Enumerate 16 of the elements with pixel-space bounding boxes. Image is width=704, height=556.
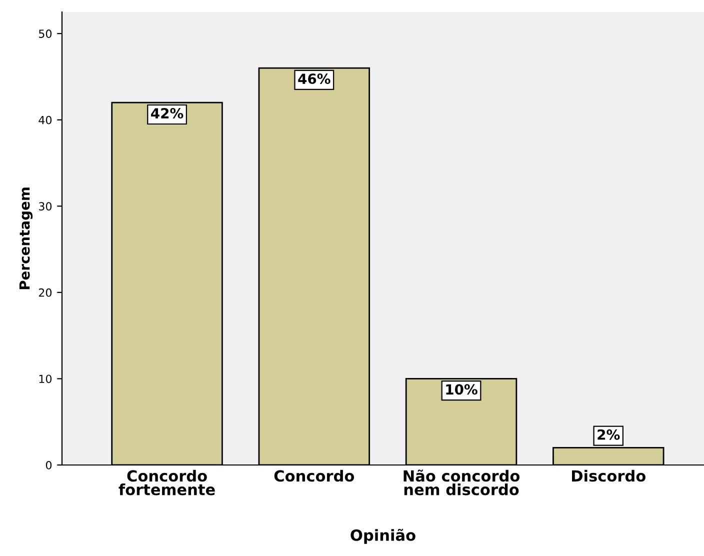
y-axis-title: Percentagem	[19, 188, 33, 290]
y-tick-label: 50	[38, 30, 52, 38]
x-tick-label: Discordo	[572, 470, 646, 482]
data-label: 10%	[446, 384, 478, 395]
y-tick-label: 0	[46, 460, 52, 470]
y-tick-label: 20	[38, 288, 52, 297]
data-label: 46%	[298, 74, 330, 84]
y-tick-label: 40	[38, 116, 52, 124]
x-tick-label: Concordo	[274, 470, 354, 482]
x-tick-label: Concordo fortemente	[118, 470, 215, 496]
y-tick-label: 10	[39, 374, 52, 384]
x-axis-title: Opinião	[350, 528, 416, 544]
y-tick-label: 30	[38, 202, 52, 211]
data-label: 2%	[598, 429, 620, 440]
x-tick-label: Não concordo nem discordo	[404, 470, 520, 496]
data-label: 42%	[151, 108, 184, 119]
